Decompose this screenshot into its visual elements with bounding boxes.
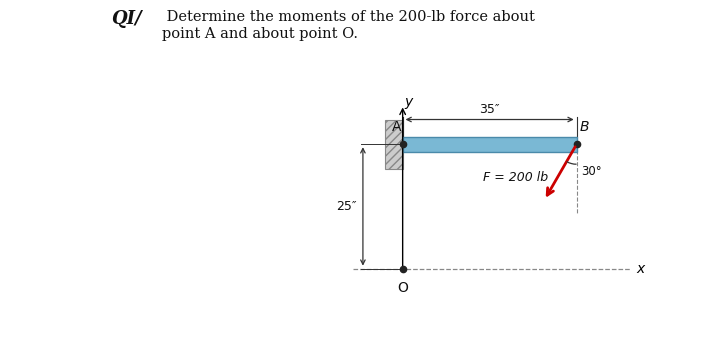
Text: B: B <box>580 120 589 135</box>
Text: 35″: 35″ <box>480 102 500 116</box>
Text: A: A <box>392 120 402 135</box>
Text: Determine the moments of the 200-lb force about
point A and about point O.: Determine the moments of the 200-lb forc… <box>162 10 535 41</box>
Bar <box>385 119 402 169</box>
Text: O: O <box>397 281 408 295</box>
Text: x: x <box>636 262 644 276</box>
Text: 30°: 30° <box>582 165 602 178</box>
Text: 25″: 25″ <box>336 200 357 213</box>
Text: QI/: QI/ <box>112 10 143 28</box>
Bar <box>402 137 577 152</box>
Text: y: y <box>404 95 413 109</box>
Text: F = 200 lb: F = 200 lb <box>483 171 548 184</box>
